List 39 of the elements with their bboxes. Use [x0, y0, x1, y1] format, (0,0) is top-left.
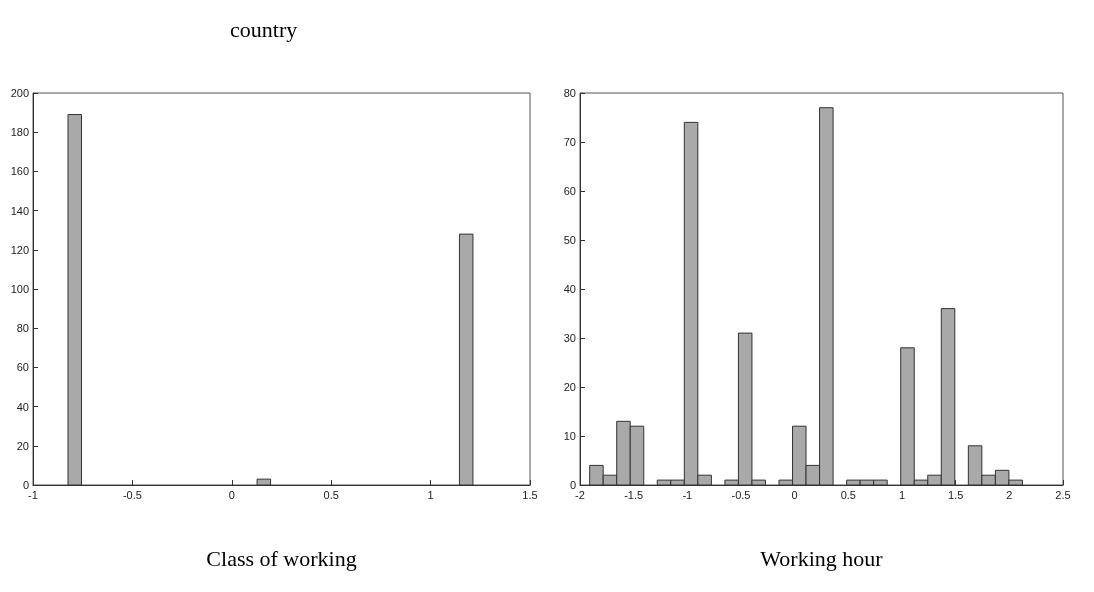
x-tick-label: 0 — [791, 488, 798, 501]
x-tick-label: 2 — [1006, 488, 1013, 501]
y-tick-label: 60 — [563, 185, 576, 197]
x-tick-label: 1 — [898, 488, 906, 501]
x-tick-label: 0 — [228, 488, 235, 501]
x-tick-label: -0.5 — [731, 488, 751, 501]
y-tick-label: 20 — [563, 381, 576, 393]
y-tick-label: 40 — [563, 283, 576, 295]
x-tick-label: -1 — [682, 488, 693, 501]
x-tick-label: 1.5 — [948, 488, 964, 501]
text: country — [230, 16, 298, 42]
y-tick-label: 120 — [10, 243, 29, 256]
y-tick-label: 80 — [563, 87, 576, 99]
x-axis-title: Working hour — [760, 545, 884, 571]
x-tick-label: 0.5 — [323, 488, 339, 501]
x-tick-label: -2 — [575, 488, 585, 501]
y-tick-label: 60 — [16, 361, 29, 374]
y-tick-label: 200 — [10, 87, 29, 99]
x-tick-label: 1 — [427, 488, 434, 501]
x-tick-label: -0.5 — [122, 488, 142, 501]
x-tick-label: 2.5 — [1055, 488, 1071, 501]
y-tick-label: 20 — [16, 439, 29, 452]
x-tick-label: 1.5 — [522, 488, 538, 501]
y-tick-label: 30 — [563, 332, 576, 344]
y-tick-label: 70 — [563, 136, 576, 148]
y-tick-label: 40 — [16, 400, 29, 413]
x-tick-label: -1 — [28, 488, 38, 501]
x-tick-label: 0.5 — [840, 488, 856, 501]
y-tick-label: 180 — [10, 126, 29, 139]
y-tick-label: 50 — [563, 234, 576, 246]
y-tick-label: 0 — [569, 479, 576, 491]
x-tick-label: -1.5 — [624, 488, 644, 501]
y-tick-label: 160 — [10, 165, 29, 178]
y-tick-label: 140 — [10, 204, 29, 217]
y-tick-label: 100 — [10, 283, 29, 295]
y-tick-label: 80 — [16, 322, 29, 335]
y-tick-label: 10 — [563, 430, 576, 442]
y-tick-label: 0 — [22, 479, 29, 491]
x-axis-title: Class of working — [206, 545, 357, 571]
